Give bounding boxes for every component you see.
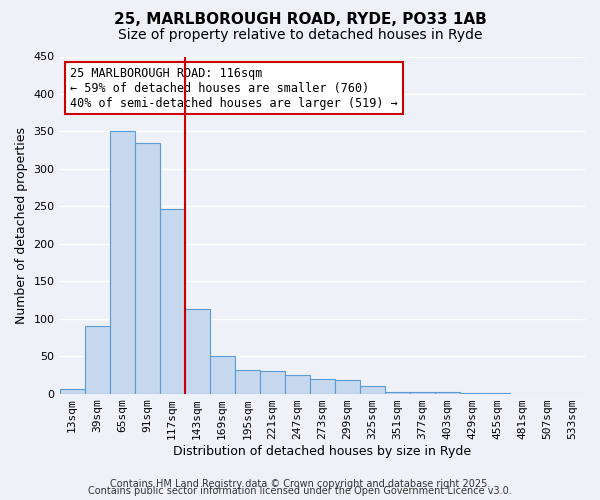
Y-axis label: Number of detached properties: Number of detached properties: [15, 126, 28, 324]
Bar: [460, 393, 485, 394]
Bar: [310, 378, 335, 394]
Text: Contains HM Land Registry data © Crown copyright and database right 2025.: Contains HM Land Registry data © Crown c…: [110, 479, 490, 489]
Bar: [335, 380, 360, 394]
Text: 25, MARLBOROUGH ROAD, RYDE, PO33 1AB: 25, MARLBOROUGH ROAD, RYDE, PO33 1AB: [113, 12, 487, 28]
Bar: [160, 208, 185, 394]
Text: Size of property relative to detached houses in Ryde: Size of property relative to detached ho…: [118, 28, 482, 42]
Bar: [410, 392, 435, 394]
Bar: [235, 370, 260, 394]
Bar: [110, 132, 134, 394]
Bar: [134, 142, 160, 394]
Bar: [260, 371, 285, 394]
Bar: [485, 393, 510, 394]
Bar: [85, 326, 110, 394]
Bar: [435, 392, 460, 394]
Bar: [360, 386, 385, 394]
Bar: [209, 356, 235, 394]
Bar: [385, 392, 410, 394]
Bar: [285, 375, 310, 394]
Bar: [185, 309, 209, 394]
Text: 25 MARLBOROUGH ROAD: 116sqm
← 59% of detached houses are smaller (760)
40% of se: 25 MARLBOROUGH ROAD: 116sqm ← 59% of det…: [70, 66, 398, 110]
Bar: [59, 389, 85, 394]
X-axis label: Distribution of detached houses by size in Ryde: Distribution of detached houses by size …: [173, 444, 472, 458]
Text: Contains public sector information licensed under the Open Government Licence v3: Contains public sector information licen…: [88, 486, 512, 496]
